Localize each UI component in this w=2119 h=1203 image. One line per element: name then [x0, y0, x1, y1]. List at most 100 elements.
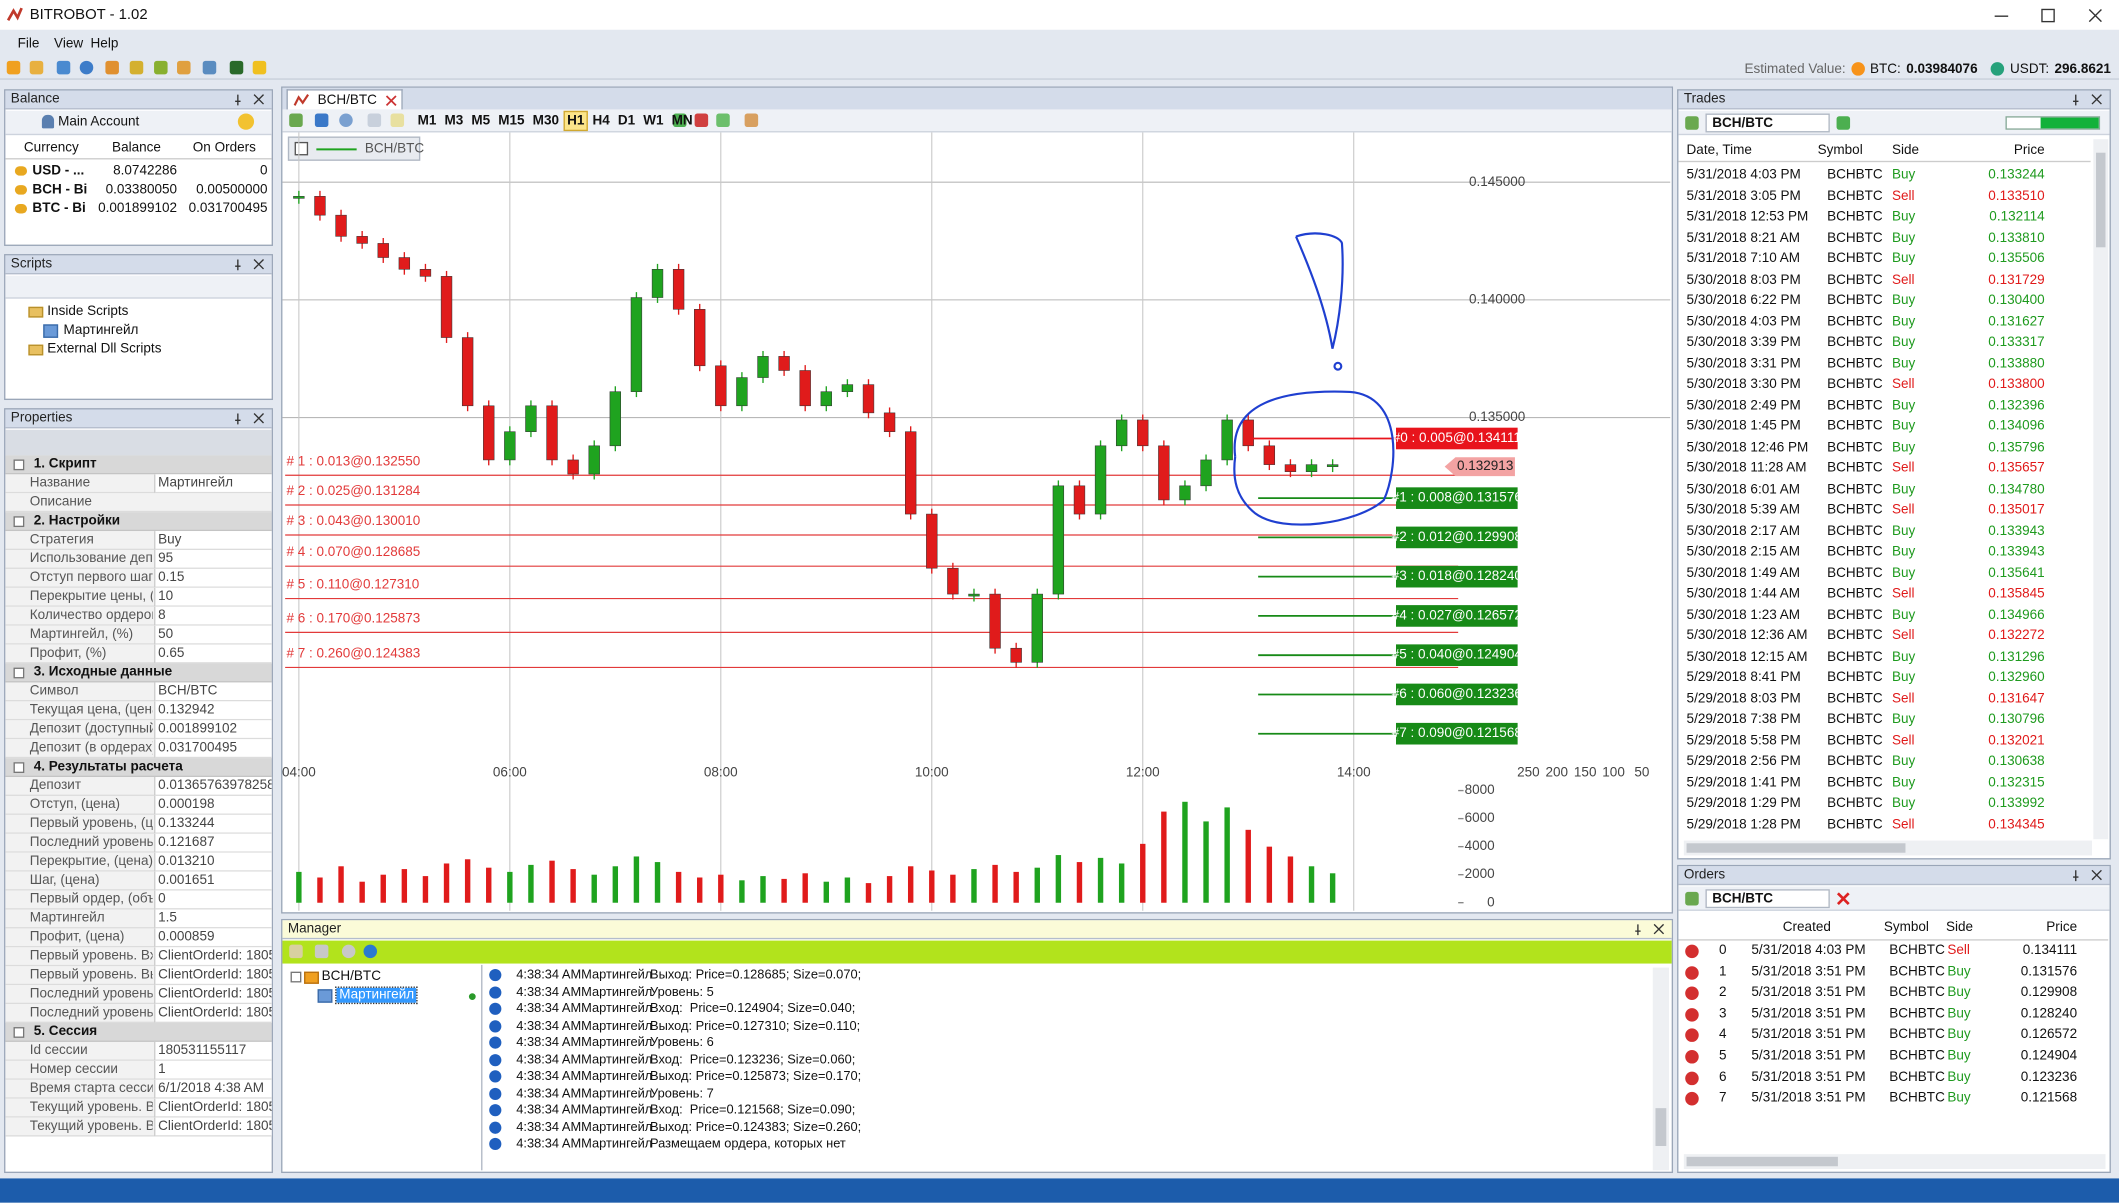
panel-buttons[interactable]	[2072, 869, 2104, 883]
property-value[interactable]: 0.000859	[154, 928, 272, 948]
property-value[interactable]: 0.133244	[154, 814, 272, 834]
tree-folder[interactable]: External Dll Scripts	[47, 341, 162, 357]
timeframe-button[interactable]: H4	[592, 113, 610, 129]
cancel-order[interactable]	[1685, 1092, 1699, 1106]
timeframe-button[interactable]: M15	[498, 113, 525, 129]
tree-script-selected[interactable]: Мартингейл	[335, 986, 419, 1005]
cancel-icon[interactable]	[1836, 892, 1851, 906]
tool-icon[interactable]	[154, 60, 168, 75]
tree-symbol[interactable]: BCH/BTC	[321, 968, 381, 984]
property-value[interactable]: 0.013657639782585656	[154, 777, 272, 796]
panel-buttons[interactable]	[1634, 923, 1666, 937]
group-toggle[interactable]	[13, 667, 25, 679]
scroll-thumb[interactable]	[2096, 152, 2106, 248]
group-toggle[interactable]	[13, 516, 25, 528]
property-value[interactable]: 6/1/2018 4:38 AM	[154, 1079, 272, 1099]
account-name[interactable]: Main Account	[58, 114, 140, 130]
tool-icon[interactable]	[56, 60, 71, 75]
timeframe-button[interactable]: D1	[617, 113, 636, 129]
tool-icon[interactable]	[252, 60, 267, 75]
chart-tab[interactable]: BCH/BTC	[286, 89, 403, 110]
menu-item[interactable]: Help	[90, 36, 119, 52]
tool-icon[interactable]	[289, 944, 303, 959]
panel-buttons[interactable]	[234, 93, 266, 107]
cancel-order[interactable]	[1685, 986, 1699, 1001]
tool-icon[interactable]	[314, 944, 329, 959]
property-value[interactable]: ClientOrderId: 180531	[154, 985, 272, 1005]
timeframe-button[interactable]: M1	[417, 113, 437, 129]
property-value[interactable]: ClientOrderId: 180531	[154, 1098, 272, 1118]
cancel-order[interactable]	[1685, 944, 1699, 959]
property-value[interactable]: ClientOrderId: 180531	[154, 1004, 272, 1024]
account-button[interactable]	[237, 113, 255, 130]
scrollbar[interactable]	[1652, 967, 1669, 1171]
cancel-order[interactable]	[1685, 1071, 1699, 1085]
symbol-combo[interactable]: BCH/BTC	[1705, 889, 1830, 909]
menu-item[interactable]: File	[17, 36, 40, 52]
tool-icon[interactable]	[1685, 891, 1699, 906]
tool-icon[interactable]	[363, 944, 378, 959]
symbol-combo[interactable]: BCH/BTC	[1705, 113, 1830, 133]
property-value[interactable]: BCH/BTC	[154, 682, 272, 702]
timeframe-button[interactable]: M3	[444, 113, 464, 129]
timeframe-button[interactable]: W1	[643, 113, 664, 129]
group-toggle[interactable]	[13, 459, 25, 471]
property-value[interactable]: 0.65	[154, 644, 272, 664]
group-toggle[interactable]	[13, 1027, 25, 1038]
tree-folder[interactable]: Inside Scripts	[47, 304, 129, 319]
tool-icon[interactable]	[1685, 116, 1699, 130]
panel-buttons[interactable]	[234, 258, 266, 272]
property-value[interactable]: 50	[154, 625, 272, 645]
property-value[interactable]: 95	[154, 550, 272, 569]
tool-icon[interactable]	[79, 60, 94, 75]
tree-toggle[interactable]	[290, 971, 302, 983]
legend-checkbox[interactable]	[294, 141, 309, 156]
tool-icon[interactable]	[6, 60, 21, 75]
property-value[interactable]: 0.031700495	[154, 739, 272, 759]
tool-icon[interactable]	[1836, 116, 1851, 130]
property-value[interactable]: 0	[154, 890, 272, 910]
timeframe-button[interactable]: M5	[471, 113, 491, 129]
tool-icon[interactable]	[694, 113, 709, 128]
cancel-order[interactable]	[1685, 1007, 1699, 1022]
property-value[interactable]: 180531155117	[154, 1041, 272, 1061]
property-value[interactable]: 10	[154, 587, 272, 607]
property-value[interactable]: 0.001899102	[154, 720, 272, 740]
tool-icon[interactable]	[744, 113, 759, 128]
scroll-thumb[interactable]	[1686, 843, 1906, 853]
tool-icon[interactable]	[716, 113, 730, 128]
property-value[interactable]: 0.132942	[154, 701, 272, 721]
property-value[interactable]: 0.121687	[154, 833, 272, 853]
timeframe-button[interactable]: M30	[532, 113, 559, 129]
scroll-thumb[interactable]	[1686, 1156, 1838, 1167]
cancel-order[interactable]	[1685, 965, 1699, 980]
window-controls[interactable]	[1987, 5, 2117, 27]
cancel-order[interactable]	[1685, 1050, 1699, 1064]
property-value[interactable]: Мартингейл	[154, 474, 272, 494]
scroll-thumb[interactable]	[1655, 1108, 1667, 1146]
property-value[interactable]: 0.000198	[154, 795, 272, 815]
cancel-order[interactable]	[1685, 1028, 1699, 1043]
tool-icon[interactable]	[202, 60, 217, 75]
tool-icon[interactable]	[105, 60, 119, 75]
tool-icon[interactable]	[341, 944, 356, 959]
property-value[interactable]: 0.15	[154, 568, 272, 588]
tree-script[interactable]: Мартингейл	[63, 322, 139, 338]
scrollbar[interactable]	[1683, 840, 2092, 856]
tab-close[interactable]	[385, 95, 397, 107]
panel-buttons[interactable]	[234, 412, 266, 426]
tool-icon[interactable]	[672, 113, 687, 128]
panel-buttons[interactable]	[2072, 93, 2104, 107]
tool-icon[interactable]	[339, 113, 353, 128]
property-value[interactable]: 8	[154, 606, 272, 626]
tool-icon[interactable]	[367, 113, 382, 128]
tool-icon[interactable]	[129, 60, 144, 75]
menu-item[interactable]: View	[54, 36, 84, 52]
property-value[interactable]: 0.013210	[154, 852, 272, 872]
property-value[interactable]: 1	[154, 1060, 272, 1080]
property-value[interactable]: 1.5	[154, 909, 272, 929]
timeframe-button[interactable]: MN	[671, 113, 693, 129]
scrollbar[interactable]	[1683, 1154, 2106, 1169]
property-value[interactable]: ClientOrderId: 180531	[154, 966, 272, 986]
tool-icon[interactable]	[29, 60, 44, 75]
